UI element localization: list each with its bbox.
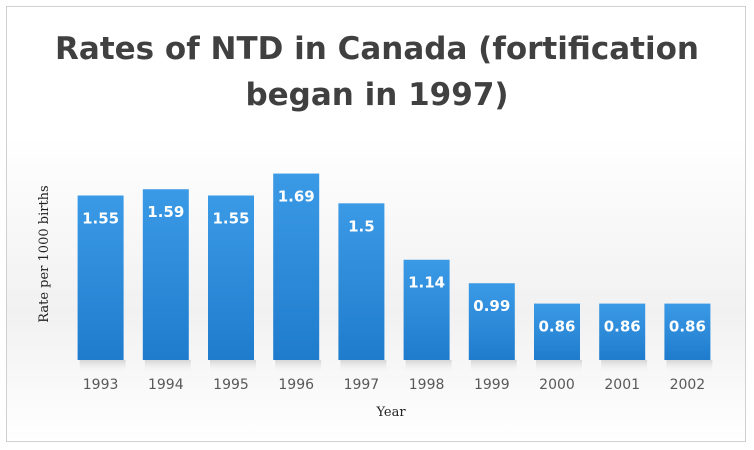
bar-1998	[403, 259, 450, 360]
data-label-1996: 1.69	[278, 188, 315, 206]
x-tick-labels-group: 1993 1994 1995 1996 1997 1998 1999 2000 2001 2002	[83, 377, 705, 393]
data-label-1999: 0.99	[473, 297, 510, 315]
bar-1997	[338, 203, 385, 360]
data-label-1993: 1.55	[82, 210, 119, 228]
bar-1999	[468, 283, 515, 360]
x-tick-label-1999: 1999	[474, 377, 510, 393]
x-tick-label-1993: 1993	[83, 377, 119, 393]
bar-2002	[664, 303, 711, 360]
chart-title-line-2: began in 1997)	[245, 77, 509, 113]
bar-1993	[77, 195, 124, 360]
bar-shadows	[79, 360, 713, 374]
bar-shadow	[536, 360, 582, 374]
y-axis-title: Rate per 1000 births	[37, 185, 52, 322]
data-label-1997: 1.5	[348, 217, 375, 235]
bar-shadow	[601, 360, 648, 374]
x-tick-label-1995: 1995	[213, 377, 249, 393]
bar-shadow	[666, 360, 713, 374]
bar-shadow	[405, 360, 452, 374]
bars-group	[77, 173, 711, 360]
bar-shadow	[210, 360, 256, 374]
bar-1994	[142, 189, 189, 360]
data-label-2001: 0.86	[604, 318, 641, 336]
chart-title-line-1: Rates of NTD in Canada (fortification	[55, 31, 699, 67]
x-tick-label-2001: 2001	[604, 377, 640, 393]
x-tick-label-2002: 2002	[670, 377, 706, 393]
data-label-1998: 1.14	[408, 274, 445, 292]
data-label-2000: 0.86	[538, 318, 575, 336]
bar-1996	[273, 173, 320, 360]
x-axis-title: Year	[375, 405, 406, 420]
bar-shadow	[144, 360, 191, 374]
x-tick-label-1994: 1994	[148, 377, 184, 393]
data-label-1994: 1.59	[147, 203, 184, 221]
bar-1995	[208, 195, 254, 360]
data-label-2002: 0.86	[669, 318, 706, 336]
data-label-1995: 1.55	[212, 210, 249, 228]
x-tick-label-1998: 1998	[409, 377, 445, 393]
bar-2000	[534, 303, 580, 360]
bar-shadow	[340, 360, 387, 374]
bar-shadow	[470, 360, 517, 374]
bar-2001	[599, 303, 646, 360]
x-tick-label-1996: 1996	[278, 377, 314, 393]
bar-shadow	[79, 360, 126, 374]
data-labels-group: 1.55 1.59 1.55 1.69 1.5 1.14 0.99 0.86 0.86 0.86	[82, 188, 706, 336]
x-tick-label-1997: 1997	[344, 377, 380, 393]
x-tick-label-2000: 2000	[539, 377, 575, 393]
bar-shadow	[275, 360, 322, 374]
